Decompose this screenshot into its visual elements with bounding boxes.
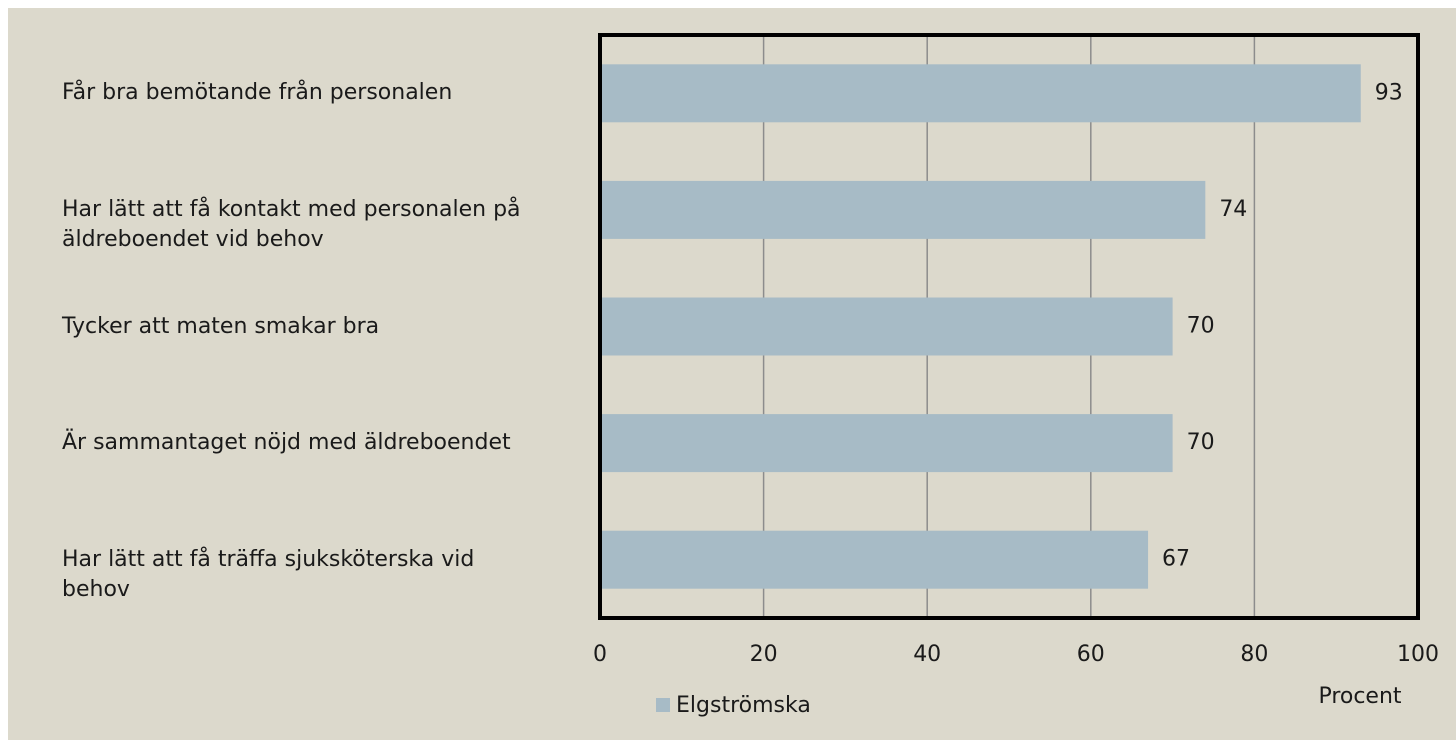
category-label: Är sammantaget nöjd med äldreboendet [62, 430, 511, 456]
category-label: Har lätt att få träffa sjuksköterska vid… [62, 546, 475, 602]
x-tick-label: 80 [1240, 642, 1268, 667]
legend-swatch [656, 698, 670, 712]
bar [600, 64, 1361, 123]
category-label: Tycker att maten smakar bra [62, 313, 380, 339]
value-label: 67 [1162, 547, 1190, 572]
category-label: Har lätt att få kontakt med personalen p… [62, 196, 521, 252]
legend-label: Elgströmska [676, 693, 811, 718]
x-tick-label: 20 [750, 642, 778, 667]
x-axis-label: Procent [1318, 684, 1401, 709]
bar [600, 297, 1173, 356]
value-label: 70 [1187, 314, 1215, 339]
plot-frame [598, 33, 1420, 620]
value-label: 74 [1219, 197, 1247, 222]
value-label: 70 [1187, 430, 1215, 455]
x-tick-label: 0 [593, 642, 607, 667]
bar [600, 180, 1206, 239]
x-tick-label: 40 [913, 642, 941, 667]
bar [600, 530, 1149, 589]
bar [600, 414, 1173, 473]
x-tick-label: 100 [1397, 642, 1439, 667]
value-label: 93 [1375, 80, 1403, 105]
x-tick-label: 60 [1077, 642, 1105, 667]
category-label: Får bra bemötande från personalen [62, 80, 453, 106]
